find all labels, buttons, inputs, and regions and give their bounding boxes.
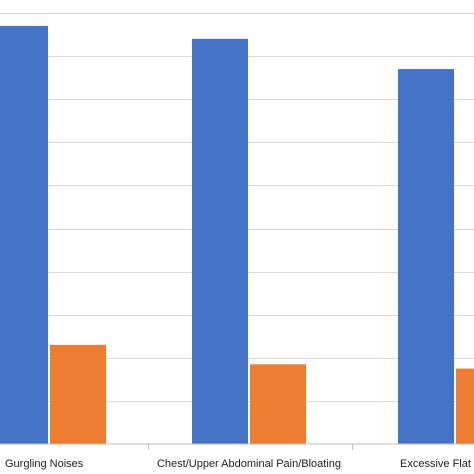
bar-series-2-category-2 xyxy=(250,364,306,444)
bar-series-1-category-2 xyxy=(192,38,248,445)
bars xyxy=(0,25,474,445)
x-tick-marks xyxy=(148,444,353,450)
x-tick-label: Chest/Upper Abdominal Pain/Bloating xyxy=(157,458,341,470)
x-tick-label: Excessive Flat xyxy=(400,458,471,470)
bar-series-2-category-3 xyxy=(456,368,474,444)
x-tick-labels: Gurgling Noises Chest/Upper Abdominal Pai… xyxy=(5,458,471,470)
bar-series-2-category-1 xyxy=(50,344,106,444)
bar-series-1-category-3 xyxy=(398,69,454,444)
bar-series-1-category-1 xyxy=(0,25,48,445)
x-tick-label: Gurgling Noises xyxy=(5,458,84,470)
